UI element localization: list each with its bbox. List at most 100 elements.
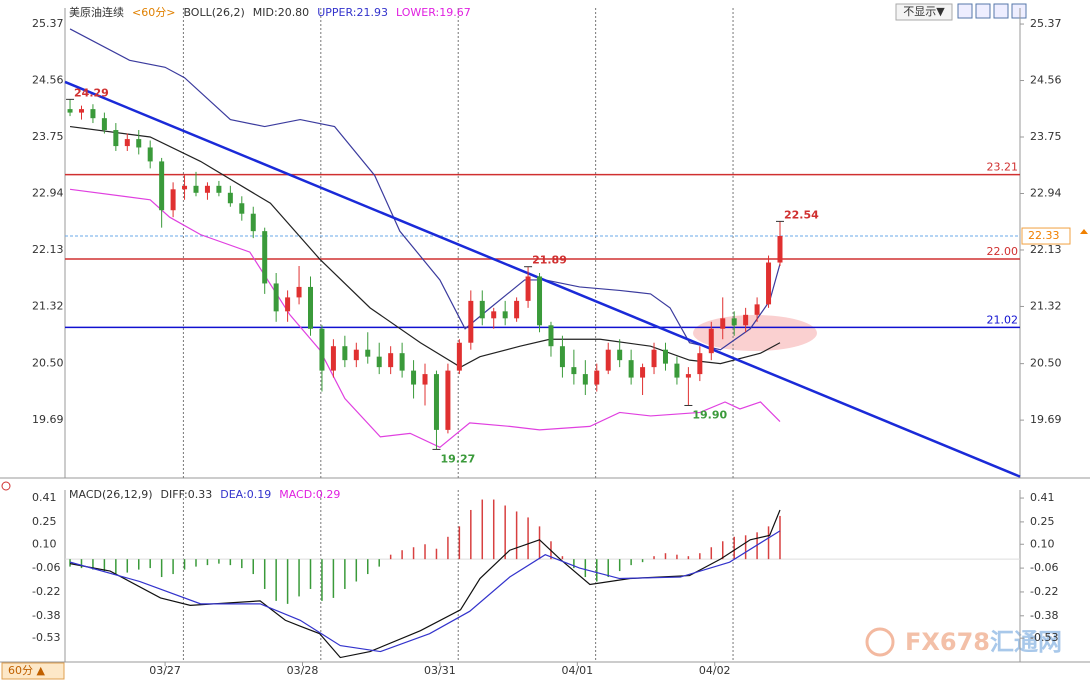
candle-body — [502, 311, 508, 319]
candle-body — [308, 286, 314, 329]
period-switch[interactable] — [1, 662, 65, 680]
indicator-label: MACD(26,12,9) — [69, 488, 153, 501]
candle-body — [227, 192, 233, 204]
candle-body — [285, 297, 291, 312]
period-switch-label[interactable]: 60分 ▲ — [8, 664, 45, 677]
y-tick-label: -0.06 — [1030, 561, 1058, 574]
candle-body — [159, 161, 165, 211]
candle-body — [147, 147, 153, 162]
y-tick-label: 19.69 — [32, 413, 64, 426]
candle-body — [296, 286, 302, 298]
candle-body — [754, 304, 760, 315]
candle-body — [342, 346, 348, 361]
y-tick-label: -0.38 — [32, 609, 60, 622]
y-tick-label: 21.32 — [1030, 299, 1062, 312]
extreme-label: 19.90 — [692, 408, 727, 421]
indicator-label: MACD:0.29 — [279, 488, 340, 501]
indicator-label: LOWER:19.67 — [396, 6, 471, 19]
tool-icon[interactable] — [975, 3, 991, 19]
indicator-label: 美原油连续 — [69, 5, 124, 19]
candle-body — [422, 374, 428, 385]
y-tick-label: 0.41 — [1030, 491, 1055, 504]
level-label: 23.21 — [987, 161, 1019, 174]
indicator-label: BOLL(26,2) — [183, 6, 244, 19]
candle-body — [262, 231, 268, 284]
watermark-logo — [865, 627, 895, 657]
y-tick-label: 0.25 — [32, 515, 57, 528]
candle-body — [411, 370, 417, 385]
candle-body — [766, 262, 772, 305]
candle-body — [525, 276, 531, 301]
candle-body — [250, 213, 256, 232]
y-tick-label: 0.25 — [1030, 515, 1055, 528]
indicator-label: MID:20.80 — [253, 6, 309, 19]
tool-icon[interactable] — [993, 3, 1009, 19]
extreme-label: 24.29 — [74, 86, 109, 99]
candle-body — [239, 203, 245, 214]
candle-body — [90, 109, 96, 119]
y-tick-label: -0.22 — [32, 585, 60, 598]
y-tick-label: 0.10 — [32, 537, 57, 550]
y-tick-label: 22.94 — [1030, 186, 1062, 199]
tool-icon[interactable] — [957, 3, 973, 19]
candle-body — [537, 276, 543, 326]
y-tick-label: 0.10 — [1030, 537, 1055, 550]
candle-body — [548, 325, 554, 347]
y-tick-label: 22.94 — [32, 186, 64, 199]
indicator-label: DEA:0.19 — [220, 488, 271, 501]
candle-body — [365, 349, 371, 357]
y-tick-label: 23.75 — [1030, 130, 1062, 143]
candle-body — [193, 185, 199, 193]
level-label: 22.00 — [987, 245, 1019, 258]
y-tick-label: -0.06 — [32, 561, 60, 574]
y-tick-label: 24.56 — [32, 74, 64, 87]
candle-body — [101, 118, 107, 131]
y-tick-label: 19.69 — [1030, 413, 1062, 426]
price-label: 22.33 — [1028, 229, 1060, 242]
candle-body — [651, 349, 657, 368]
trend-line — [64, 80, 1021, 478]
candle-body — [388, 353, 394, 368]
y-tick-label: 22.13 — [1030, 243, 1062, 256]
candle-body — [571, 367, 577, 375]
indicator-label: <60分> — [132, 6, 175, 19]
y-tick-label: -0.53 — [1030, 631, 1058, 644]
candle-body — [330, 346, 336, 371]
candle-body — [697, 353, 703, 375]
candle-body — [594, 370, 600, 385]
settings-icon[interactable] — [1, 481, 11, 491]
macd-line — [69, 509, 781, 659]
candle-body — [731, 318, 737, 326]
hide-button[interactable] — [895, 3, 953, 21]
candle-body — [582, 374, 588, 385]
toolbar: 不显示▼ — [895, 3, 1027, 21]
candle-body — [514, 300, 520, 319]
candle-body — [319, 328, 325, 371]
candle-body — [605, 349, 611, 371]
extreme-label: 21.89 — [532, 254, 567, 267]
candle-body — [376, 356, 382, 368]
tool-icon[interactable] — [1011, 3, 1027, 19]
indicator-label: UPPER:21.93 — [317, 6, 388, 19]
y-tick-label: -0.53 — [32, 631, 60, 644]
boll-line — [69, 188, 781, 449]
candle-body — [491, 311, 497, 319]
y-tick-label: 21.32 — [32, 299, 64, 312]
x-tick-label: 04/01 — [561, 664, 593, 677]
y-tick-label: 25.37 — [32, 17, 64, 30]
extreme-label: 19.27 — [440, 452, 475, 465]
watermark: 汇通网 — [990, 628, 1062, 656]
level-label: 21.02 — [987, 313, 1019, 326]
candle-body — [216, 185, 222, 193]
y-tick-label: 24.56 — [1030, 74, 1062, 87]
price-box — [1021, 227, 1071, 245]
candle-body — [662, 349, 668, 364]
y-tick-label: 0.41 — [32, 491, 57, 504]
y-tick-label: 23.75 — [32, 130, 64, 143]
hide-button-label[interactable]: 不显示▼ — [903, 5, 945, 18]
candle-body — [708, 328, 714, 354]
x-tick-label: 03/31 — [424, 664, 456, 677]
watermark: FX678 — [905, 628, 990, 656]
candle-body — [479, 300, 485, 319]
extreme-label: 22.54 — [784, 208, 819, 221]
